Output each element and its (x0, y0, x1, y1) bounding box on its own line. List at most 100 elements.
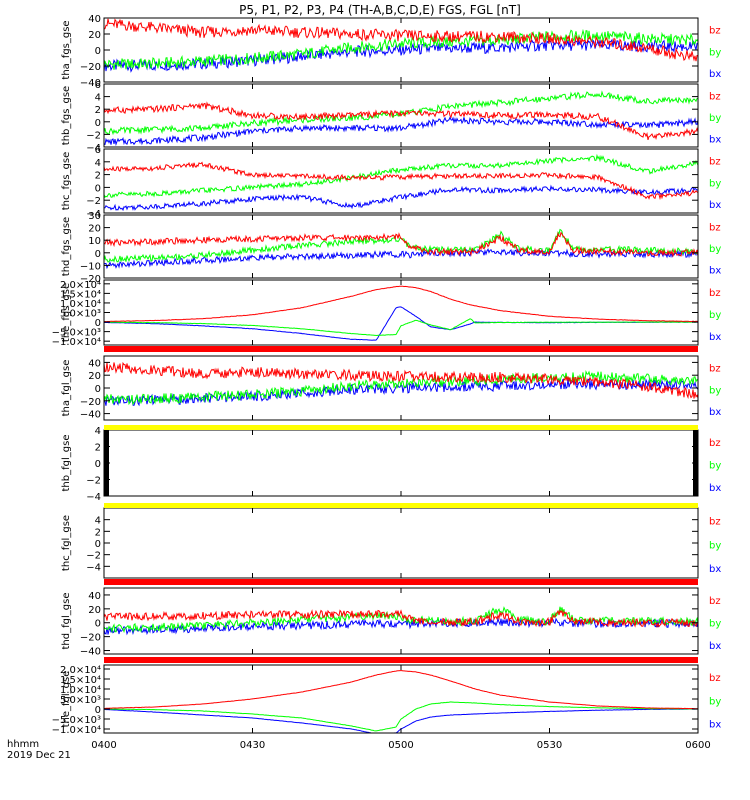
y-tick-label: 0 (95, 249, 101, 260)
tha_fgs_gse-by-line (103, 28, 699, 70)
y-axis-label: thc_fgl_gse (61, 515, 72, 571)
legend-by: by (709, 244, 721, 255)
the_fgs_gse-bz-line (103, 285, 699, 323)
y-tick-label: 0 (95, 539, 101, 550)
status-bar (104, 657, 698, 663)
thc_fgs_gse-by-line (103, 153, 699, 198)
x-tick-label: 0600 (685, 740, 710, 751)
plot-title: P5, P1, P2, P3, P4 (TH-A,B,C,D,E) FGS, F… (239, 3, 521, 17)
y-tick-label: 2 (95, 171, 101, 182)
y-tick-label: −40 (80, 78, 101, 89)
y-tick-label: 40 (88, 591, 101, 602)
thb_fgs_gse-by-line (103, 90, 699, 136)
y-tick-label: −10 (80, 261, 101, 272)
legend-bx: bx (709, 407, 721, 418)
y-tick-label: −20 (80, 397, 101, 408)
x-tick-labels: 0400 0430 0500 0530 0600 (91, 740, 710, 751)
y-tick-label: −5.0×10³ (52, 328, 101, 339)
y-tick-label: 4 (95, 426, 101, 437)
y-tick-label: −5.0×10³ (52, 715, 101, 726)
thd_fgl_gse-bz-line (103, 609, 699, 629)
y-tick-label: 0 (95, 619, 101, 630)
status-bar (104, 346, 698, 352)
legend-bz: bz (709, 91, 721, 102)
y-axis-label: the_fgl_gse (61, 671, 72, 728)
y-tick-label: 0 (95, 318, 101, 329)
y-tick-label: −4 (86, 562, 101, 573)
y-tick-label: 4 (95, 93, 101, 104)
legend-bx: bx (709, 134, 721, 145)
legend-by: by (709, 618, 721, 629)
legend-bx: bx (709, 200, 721, 211)
legend-by: by (709, 385, 721, 396)
y-tick-label: 10 (88, 236, 101, 247)
y-tick-label: −4 (86, 143, 101, 154)
y-tick-label: 0 (95, 183, 101, 194)
legend-bx: bx (709, 483, 721, 494)
panel-thc_fgl_gse: 420−2−4 thc_fgl_gse bz by bx (61, 503, 721, 579)
y-tick-label: 6 (95, 145, 101, 156)
thb_fgs_gse-bx-line (103, 116, 699, 147)
right-data-edge (693, 430, 698, 496)
y-tick-label: 2.0×10⁴ (60, 280, 101, 291)
y-tick-label: −4 (86, 209, 101, 220)
x-tick-label: 0530 (537, 740, 562, 751)
thb_fgs_gse-bz-line (103, 101, 699, 141)
legend-bx: bx (709, 69, 721, 80)
y-tick-label: −2 (86, 476, 101, 487)
y-tick-label: 0 (95, 118, 101, 129)
y-tick-label: −2 (86, 130, 101, 141)
left-data-edge (104, 430, 109, 496)
y-axis-label: thc_fgs_gse (61, 152, 72, 211)
tha_fgs_gse-bz-line (103, 18, 698, 62)
y-tick-label: −2 (86, 551, 101, 562)
legend-by: by (709, 540, 721, 551)
y-axis-label: thb_fgs_gse (61, 86, 72, 145)
panel-thc_fgs_gse: 6 4 20 −2 −4 thc_fgs_gse bz by bx (61, 145, 721, 220)
status-bar (104, 425, 698, 430)
legend-bx: bx (709, 265, 721, 276)
panel-the_fgs_gse: 2.0×10⁴1.5×10⁴1.0×10⁴5.0×10³0−5.0×10³−1.… (52, 279, 721, 352)
y-axis-label: tha_fgl_gse (61, 360, 72, 417)
y-tick-label: −40 (80, 410, 101, 421)
thc_fgs_gse-bz-line (103, 161, 699, 201)
y-tick-label: −40 (80, 647, 101, 658)
y-tick-label: 20 (88, 30, 101, 41)
legend-bz: bz (709, 157, 721, 168)
panel-thb_fgs_gse: 6 42 0−2 −4 thb_fgs_gse bz by bx (61, 80, 721, 154)
y-tick-label: 1.5×10⁴ (60, 289, 101, 300)
legend-by: by (709, 178, 721, 189)
y-tick-label: 1.5×10⁴ (60, 675, 101, 686)
the_fgl_gse-bz-line (104, 670, 699, 710)
legend-by: by (709, 460, 721, 471)
y-tick-label: 5.0×10³ (60, 309, 101, 320)
legend-by: by (709, 47, 721, 58)
x-tick-label: 0430 (240, 740, 265, 751)
legend-by: by (709, 113, 721, 124)
y-tick-label: 1.0×10⁴ (60, 299, 101, 310)
legend-bx: bx (709, 332, 721, 343)
thc_fgs_gse-bx-line (103, 184, 699, 212)
y-tick-label: −20 (80, 62, 101, 73)
the_fgl_gse-by-line (103, 701, 699, 732)
y-axis-label: tha_fgs_gse (61, 20, 72, 79)
y-tick-label: 40 (88, 358, 101, 369)
panel-the_fgl_gse: 2.0×10⁴1.5×10⁴1.0×10⁴5.0×10³0−5.0×10³−1.… (52, 657, 721, 736)
legend-by: by (709, 310, 721, 321)
thd_fgs_gse-bx-line (103, 247, 699, 270)
y-tick-label: −20 (80, 633, 101, 644)
time-axis-label: hhmm (7, 739, 39, 750)
y-axis-label: thd_fgl_gse (61, 593, 72, 650)
y-tick-label: −1.0×10⁴ (52, 725, 101, 736)
y-tick-label: 4 (95, 516, 101, 527)
legend-bz: bz (709, 517, 721, 528)
y-tick-label: −1.0×10⁴ (52, 337, 101, 348)
legend-by: by (709, 696, 721, 707)
legend-bx: bx (709, 641, 721, 652)
tha_fgl_gse-by-line (103, 369, 699, 406)
y-tick-label: 2 (95, 105, 101, 116)
legend-bz: bz (709, 364, 721, 375)
y-tick-label: 0 (95, 46, 101, 57)
date-axis-label: 2019 Dec 21 (7, 750, 71, 761)
